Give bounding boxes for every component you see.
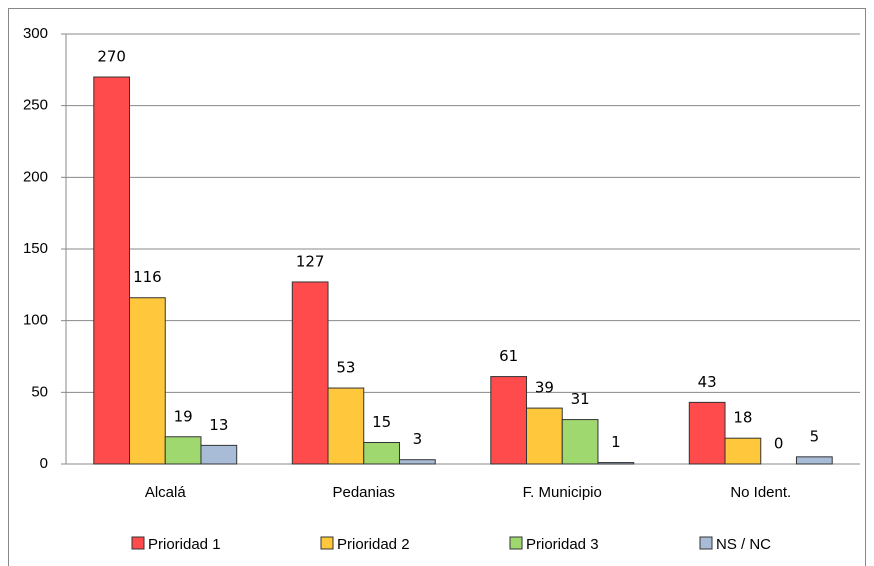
data-label: 15 bbox=[372, 413, 391, 431]
y-tick-label: 50 bbox=[31, 383, 48, 400]
y-tick-label: 250 bbox=[23, 97, 48, 114]
bar bbox=[490, 376, 528, 465]
data-label: 116 bbox=[133, 268, 162, 286]
y-tick-label: 0 bbox=[40, 455, 48, 472]
bar bbox=[93, 76, 131, 465]
bar bbox=[291, 281, 329, 465]
x-tick-label: F. Municipio bbox=[523, 484, 602, 501]
bar bbox=[398, 459, 436, 465]
x-tick-label: No Ident. bbox=[730, 484, 791, 501]
data-label: 31 bbox=[571, 390, 590, 408]
legend-swatch bbox=[699, 536, 713, 550]
legend-swatch bbox=[131, 536, 145, 550]
legend-swatch bbox=[509, 536, 523, 550]
bar bbox=[327, 387, 365, 465]
y-tick-label: 150 bbox=[23, 240, 48, 257]
data-label: 18 bbox=[733, 409, 752, 427]
x-tick-label: Pedanias bbox=[332, 484, 395, 501]
data-label: 3 bbox=[413, 430, 423, 448]
data-label: 43 bbox=[698, 373, 717, 391]
x-tick-label: Alcalá bbox=[145, 484, 187, 501]
data-label: 39 bbox=[535, 379, 554, 397]
legend-label: NS / NC bbox=[716, 536, 771, 553]
bar bbox=[164, 436, 202, 465]
chart-frame bbox=[8, 8, 866, 566]
legend-label: Prioridad 3 bbox=[526, 536, 599, 553]
data-label: 61 bbox=[499, 347, 518, 365]
bar bbox=[561, 419, 599, 465]
data-label: 5 bbox=[810, 427, 820, 445]
y-tick-label: 200 bbox=[23, 168, 48, 185]
legend-swatch bbox=[320, 536, 334, 550]
bar bbox=[200, 444, 238, 465]
bar bbox=[795, 456, 833, 465]
data-label: 127 bbox=[296, 252, 325, 270]
bar bbox=[688, 401, 726, 465]
data-label: 53 bbox=[336, 359, 355, 377]
bar bbox=[724, 437, 762, 465]
data-label: 0 bbox=[774, 435, 784, 453]
bar bbox=[363, 442, 400, 465]
bar bbox=[526, 407, 563, 465]
legend-label: Prioridad 2 bbox=[337, 536, 410, 553]
bar bbox=[129, 297, 166, 465]
y-tick-label: 300 bbox=[23, 25, 48, 42]
y-tick-label: 100 bbox=[23, 312, 48, 329]
data-label: 270 bbox=[97, 48, 126, 66]
bar bbox=[597, 462, 635, 465]
legend-label: Prioridad 1 bbox=[148, 536, 221, 553]
data-label: 1 bbox=[611, 433, 621, 451]
data-label: 13 bbox=[209, 416, 228, 434]
data-label: 19 bbox=[174, 407, 193, 425]
